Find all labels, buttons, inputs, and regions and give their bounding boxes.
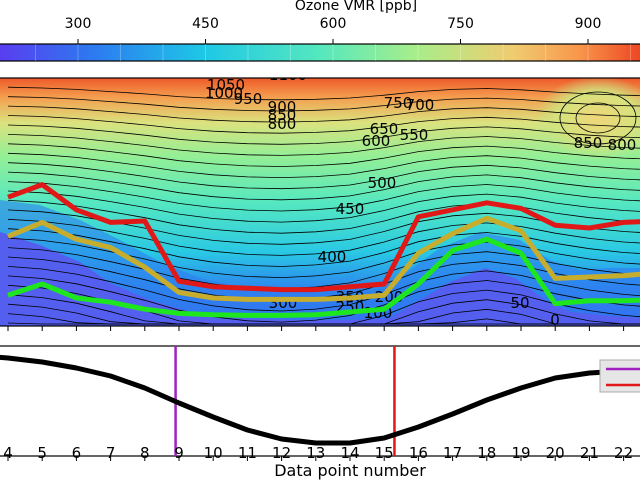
contour-line — [7, 218, 640, 256]
contour-label: 800 — [268, 115, 297, 133]
contour-label: 950 — [234, 90, 263, 108]
x-axis-tick-label: 12 — [272, 444, 291, 462]
x-axis-tick-label: 10 — [204, 444, 223, 462]
x-axis-tick-label: 13 — [306, 444, 325, 462]
contour-line — [7, 190, 640, 223]
contour-line — [7, 86, 640, 101]
colorbar-tick-label: 600 — [320, 16, 347, 32]
x-axis-tick-label: 6 — [72, 444, 82, 462]
colorbar-label: Ozone VMR [ppb] — [295, 0, 417, 14]
x-axis-tick-label: 19 — [511, 444, 530, 462]
contour-x-ticks — [7, 326, 625, 331]
x-axis-tick-label: 21 — [580, 444, 599, 462]
x-axis-tick-label: 5 — [37, 444, 47, 462]
contour-label: 900 — [268, 98, 297, 116]
line-panel-background — [0, 345, 640, 457]
x-axis-tick-label: 16 — [409, 444, 428, 462]
contour-line — [7, 134, 640, 156]
x-axis-tick-label: 20 — [546, 444, 565, 462]
overlay-series-line — [7, 236, 640, 318]
x-axis-tick-label: 4 — [3, 444, 13, 462]
x-axis-tick-label: 14 — [340, 444, 359, 462]
x-axis-tick-label: 11 — [238, 444, 257, 462]
contour-label: 1050 — [207, 76, 245, 94]
colorbar-tick-label: 300 — [65, 16, 92, 32]
legend — [599, 359, 640, 393]
x-axis-tick-label: 18 — [477, 444, 496, 462]
x-axis-tick-label: 8 — [140, 444, 150, 462]
colorbar-tick-marks — [77, 39, 589, 44]
colorbar-gradient — [0, 43, 640, 62]
contour-line — [7, 247, 640, 290]
contour-label: 850 — [268, 106, 297, 124]
contour-label: 0 — [550, 311, 560, 329]
data-series-line — [0, 354, 640, 446]
x-axis-tick-label: 17 — [443, 444, 462, 462]
contour-line — [575, 102, 621, 134]
contour-label: 650 — [370, 120, 399, 138]
contour-label: 600 — [362, 132, 391, 150]
contour-line — [7, 181, 640, 212]
contour-label: 750 — [384, 94, 413, 112]
x-axis-tick-label: 22 — [614, 444, 633, 462]
contour-line — [7, 171, 640, 201]
contour-line — [7, 228, 640, 267]
contour-label: 1100 — [269, 66, 307, 84]
colorbar-tick-label: 450 — [192, 16, 219, 32]
contour-label: 550 — [400, 126, 429, 144]
contour-line — [7, 143, 640, 167]
colorbar-segment-lines — [35, 44, 631, 61]
x-axis-tick-label: 9 — [174, 444, 184, 462]
contour-label: 300 — [269, 294, 298, 312]
contour-line — [7, 152, 640, 179]
contour-line — [7, 105, 640, 123]
line-panel: 4 5 6 7 8 9 10 11 12 13 14 15 16 17 18 19 20 21 22 Data po… — [0, 345, 640, 480]
x-axis-tick-labels: 4 5 6 7 8 9 10 11 12 13 14 15 16 17 18 19 20 21 22 — [3, 444, 633, 462]
contour-line — [7, 124, 640, 145]
contour-line — [7, 322, 640, 325]
contour-hill-region — [536, 78, 640, 160]
contour-line — [559, 91, 637, 145]
colorbar-tick-label: 750 — [447, 16, 474, 32]
contour-label: 800 — [608, 136, 637, 154]
contour-line — [7, 200, 640, 234]
x-axis-tick-label: 15 — [375, 444, 394, 462]
x-axis-tick-label: 7 — [106, 444, 116, 462]
contour-label: 850 — [574, 134, 603, 152]
contour-label: 450 — [336, 200, 365, 218]
contour-line — [7, 162, 640, 190]
contour-label: 400 — [318, 248, 347, 266]
contour-line — [7, 96, 640, 112]
contour-label: 500 — [368, 174, 397, 192]
contour-label: 50 — [510, 294, 529, 312]
contour-line — [7, 266, 640, 312]
colorbar-tick-labels: 1503004506007509001050 — [65, 16, 602, 32]
contour-label: 750 — [575, 64, 604, 82]
x-axis-label: Data point number — [274, 461, 426, 480]
contour-line — [7, 115, 640, 134]
overlay-series-line — [7, 215, 640, 302]
legend-box — [599, 359, 640, 393]
contour-panel-frame — [0, 77, 640, 327]
overlay-series-line — [7, 182, 640, 293]
overlay-lines — [7, 182, 640, 318]
contour-label: 700 — [406, 96, 435, 114]
colorbar: Ozone VMR [ppb] 1503004506007509001050 — [0, 0, 640, 62]
contour-label: 1000 — [205, 84, 243, 102]
colorbar-tick-label: 900 — [575, 16, 602, 32]
x-axis-ticks — [7, 456, 625, 461]
